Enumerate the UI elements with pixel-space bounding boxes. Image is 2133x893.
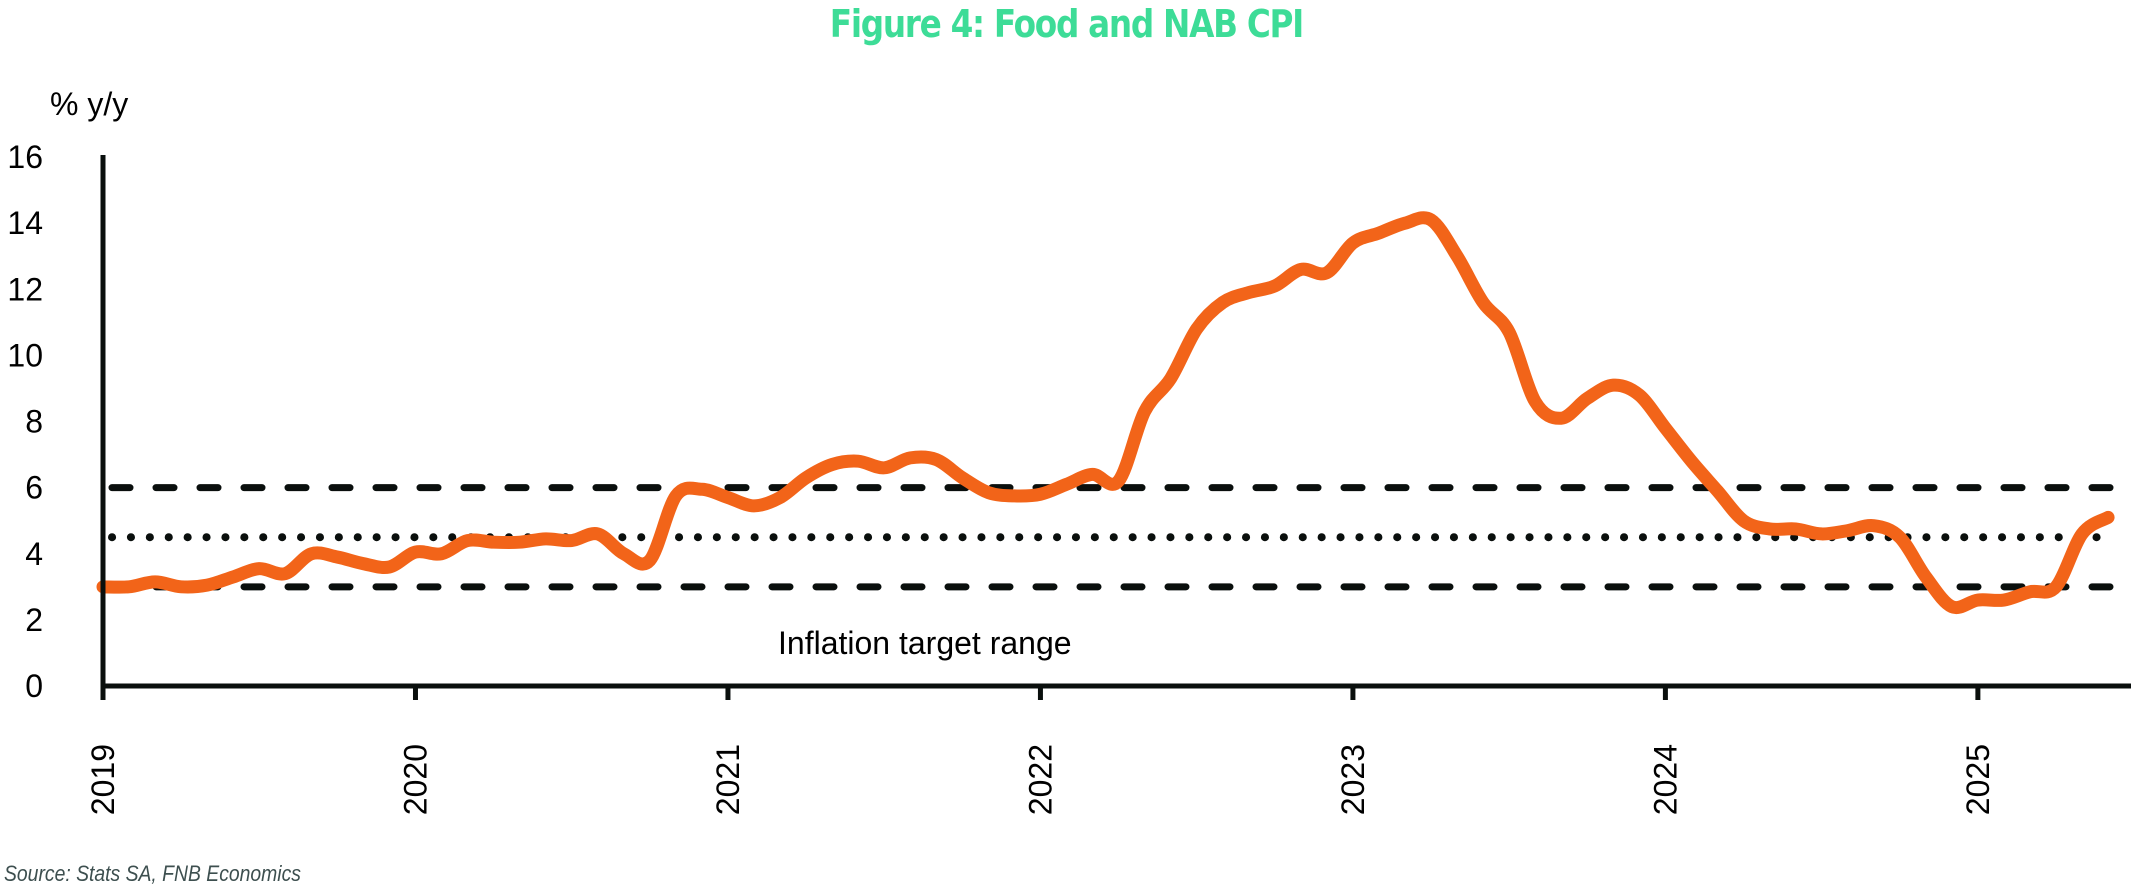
reference-lines: [108, 484, 2114, 591]
x-tick-label: 2022: [1022, 744, 1058, 815]
x-tick-label: 2023: [1335, 744, 1371, 815]
y-tick-label: 2: [25, 602, 43, 638]
annotations: Inflation target range: [778, 625, 1072, 661]
y-tick-label: 8: [25, 404, 43, 440]
series-line-food-nab-cpi: [96, 211, 2115, 615]
series-layer: [96, 211, 2115, 615]
x-tick-label: 2021: [710, 744, 746, 815]
y-axis-label: % y/y: [50, 86, 129, 122]
source-note: Source: Stats SA, FNB Economics: [4, 861, 301, 886]
y-tick-label: 16: [7, 139, 43, 175]
y-tick-label: 0: [25, 668, 43, 704]
y-tick-labels: 0 2 4 6 8 10 12 14 16: [7, 139, 43, 704]
x-tick-labels: 2019 2020 2021 2022 2023 2024 2025: [85, 686, 1996, 815]
annotation-inflation-target-range: Inflation target range: [778, 625, 1072, 661]
x-tick-label: 2019: [85, 744, 121, 815]
axes: [100, 155, 2131, 697]
chart-title: Figure 4: Food and NAB CPI: [829, 2, 1305, 46]
y-tick-label: 12: [7, 271, 43, 307]
x-tick-label: 2020: [397, 744, 433, 815]
x-tick-label: 2025: [1960, 744, 1996, 815]
y-tick-label: 6: [25, 470, 43, 506]
y-tick-label: 10: [7, 337, 43, 373]
x-tick-label: 2024: [1647, 744, 1683, 815]
y-tick-label: 4: [25, 536, 43, 572]
y-tick-label: 14: [7, 205, 43, 241]
